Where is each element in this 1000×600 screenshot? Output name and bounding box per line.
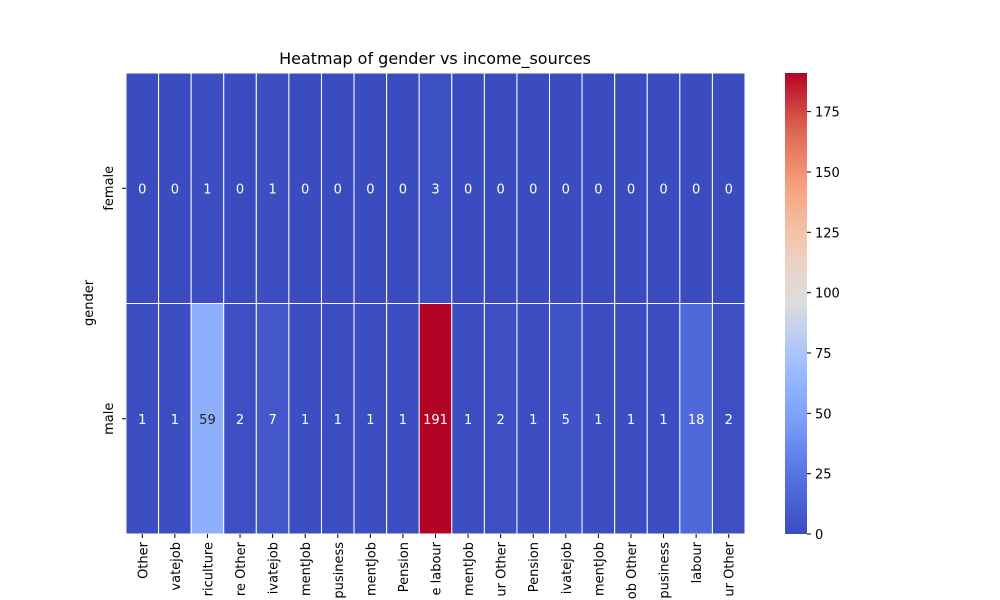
heatmap-cell (711, 72, 746, 304)
cell-value-label: 0 (692, 182, 700, 197)
heatmap-cell (190, 72, 225, 304)
heatmap-cell (125, 303, 160, 535)
cell-value-label: 0 (529, 182, 537, 197)
cell-value-label: 5 (562, 413, 570, 428)
heatmap-cell (646, 72, 681, 304)
cell-value-label: 0 (399, 182, 407, 197)
cell-value-label: 0 (627, 182, 635, 197)
cell-value-label: 1 (301, 413, 309, 428)
cell-value-label: 0 (236, 182, 244, 197)
cell-value-label: 1 (659, 413, 667, 428)
x-tick-label: mentJob (462, 542, 477, 596)
heatmap-cell (646, 303, 681, 535)
colorbar-gradient (785, 73, 807, 534)
heatmap-cell (353, 303, 388, 535)
cell-value-label: 2 (725, 413, 733, 428)
cell-value-label: 2 (497, 413, 505, 428)
heatmap-cell (483, 303, 518, 535)
cell-value-label: 0 (594, 182, 602, 197)
x-tick-label: Pension (397, 542, 412, 592)
colorbar-tick-label: 125 (815, 226, 840, 241)
colorbar-tick-label: 150 (815, 166, 840, 181)
heatmap-cell (353, 72, 388, 304)
y-tick-labels: female male (102, 166, 126, 435)
x-tick-label: ur Other (495, 541, 510, 596)
cell-value-label: 191 (423, 413, 448, 428)
heatmap-cell (288, 72, 322, 304)
x-tick-label: ivatejob (267, 542, 282, 594)
cell-value-label: 0 (138, 182, 146, 197)
y-tick-label: male (102, 403, 117, 435)
cell-value-label: 0 (497, 182, 505, 197)
x-tick-label: mentJob (299, 542, 314, 596)
heatmap-cell (158, 303, 192, 535)
cell-value-label: 1 (464, 413, 472, 428)
cell-value-label: 1 (171, 413, 179, 428)
colorbar-tick-label: 75 (815, 347, 832, 362)
heatmap-cell (483, 72, 518, 304)
heatmap-cell (418, 72, 453, 304)
heatmap-cell (679, 303, 713, 535)
x-tick-label: riculture (201, 542, 216, 596)
x-tick-label: Pension (527, 542, 542, 592)
x-tick-label: re Other (234, 541, 249, 596)
colorbar: 0 25 50 75 100 125 150 175 (785, 73, 840, 543)
cell-value-label: 1 (366, 413, 374, 428)
cell-value-label: 3 (431, 182, 439, 197)
cell-value-label: 0 (562, 182, 570, 197)
colorbar-tick-label: 0 (815, 528, 823, 543)
cell-value-label: 1 (138, 413, 146, 428)
chart-title: Heatmap of gender vs income_sources (279, 49, 591, 69)
cell-value-label: 0 (725, 182, 733, 197)
heatmap-cell (679, 72, 713, 304)
colorbar-tick-label: 175 (815, 106, 840, 121)
cell-value-label: 2 (236, 413, 244, 428)
cell-value-label: 1 (268, 182, 276, 197)
cell-value-label: 1 (203, 182, 211, 197)
heatmap-cell (614, 72, 648, 304)
colorbar-tick-label: 100 (815, 287, 840, 302)
x-tick-label: vatejob (169, 542, 184, 591)
heatmap-cell (190, 303, 225, 535)
cell-value-label: 0 (464, 182, 472, 197)
cell-value-label: 0 (366, 182, 374, 197)
heatmap-cell (288, 303, 322, 535)
cell-value-label: 1 (334, 413, 342, 428)
x-tick-label: mentJob (592, 542, 607, 596)
heatmap-cell (223, 303, 257, 535)
cell-value-label: 59 (199, 413, 216, 428)
x-tick-label: mentJob (364, 542, 379, 596)
cell-value-label: 18 (688, 413, 705, 428)
x-tick-label: Other (136, 541, 151, 579)
cell-value-label: 1 (399, 413, 407, 428)
cell-value-label: 1 (627, 413, 635, 428)
heatmap-cell (125, 72, 160, 304)
colorbar-tick-label: 25 (815, 468, 832, 483)
x-tick-label: labour (690, 541, 705, 583)
x-tick-labels: Other vatejob riculture re Other ivatejob men… (136, 534, 738, 599)
colorbar-tick-label: 50 (815, 407, 832, 422)
x-tick-label: ivatejob (560, 542, 575, 594)
cell-value-label: 1 (594, 413, 602, 428)
x-tick-label: pusiness (658, 542, 673, 599)
cell-value-label: 0 (171, 182, 179, 197)
cell-value-label: 0 (334, 182, 342, 197)
cell-value-label: 0 (301, 182, 309, 197)
x-tick-label: e labour (430, 541, 445, 595)
heatmap-cell (418, 303, 453, 535)
heatmap-cell (386, 303, 420, 535)
x-tick-label: ob Other (625, 541, 640, 599)
y-tick-label: female (102, 166, 117, 211)
x-tick-label: pusiness (332, 542, 347, 599)
cell-value-label: 1 (529, 413, 537, 428)
heatmap-cell (549, 72, 583, 304)
heatmap-cell (158, 72, 192, 304)
y-axis-label: gender (82, 279, 97, 326)
x-tick-label: ur Other (723, 541, 738, 596)
cell-value-label: 7 (268, 413, 276, 428)
heatmap-cells: 0 0 1 0 1 0 0 0 0 3 0 0 0 0 0 0 0 0 0 1 1 59 2 7 1 1 1 1 191 1 2 1 5 1 1 1 1… (125, 72, 746, 535)
cell-value-label: 0 (659, 182, 667, 197)
